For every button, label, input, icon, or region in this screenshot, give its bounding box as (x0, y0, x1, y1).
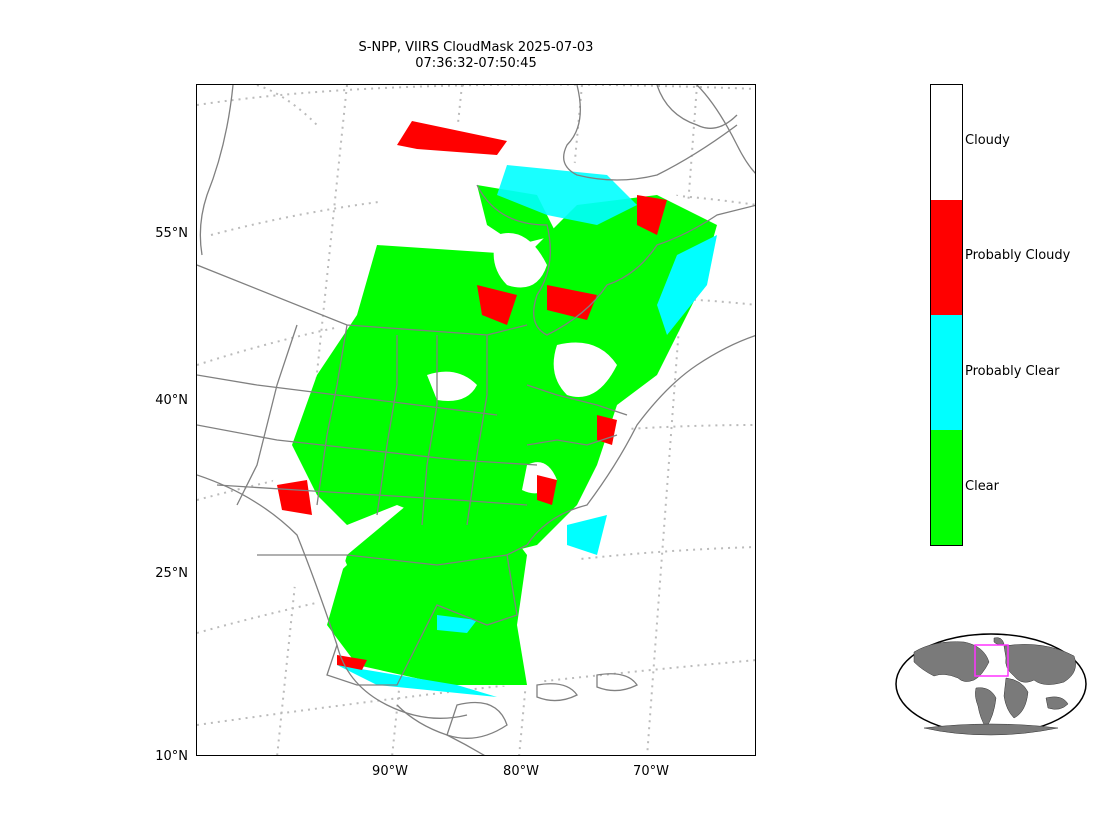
coastlines (197, 85, 755, 755)
colorbar-segment-cloudy (931, 85, 962, 200)
map-title-line2: 07:36:32-07:50:45 (415, 56, 537, 71)
map-title-line1: S-NPP, VIIRS CloudMask 2025-07-03 (358, 40, 594, 55)
colorbar-label-probably-clear: Probably Clear (965, 364, 1060, 379)
colorbar (930, 84, 963, 546)
lon-label-90w: 90°W (372, 764, 408, 779)
lat-label-55n: 55°N (155, 226, 188, 241)
lat-label-25n: 25°N (155, 566, 188, 581)
colorbar-segment-probably-clear (931, 315, 962, 430)
inset-region-box (974, 644, 1009, 677)
inset-globe-map (895, 633, 1087, 736)
lat-label-40n: 40°N (155, 393, 188, 408)
lon-label-80w: 80°W (503, 764, 539, 779)
map-panel (196, 84, 756, 756)
map-svg (197, 85, 755, 755)
colorbar-label-cloudy: Cloudy (965, 133, 1010, 148)
colorbar-segment-clear (931, 430, 962, 545)
cloudmask-swath (267, 109, 737, 697)
lon-label-70w: 70°W (633, 764, 669, 779)
colorbar-label-clear: Clear (965, 479, 999, 494)
lat-label-10n: 10°N (155, 749, 188, 764)
colorbar-segment-probably-cloudy (931, 200, 962, 315)
colorbar-label-probably-cloudy: Probably Cloudy (965, 248, 1071, 263)
